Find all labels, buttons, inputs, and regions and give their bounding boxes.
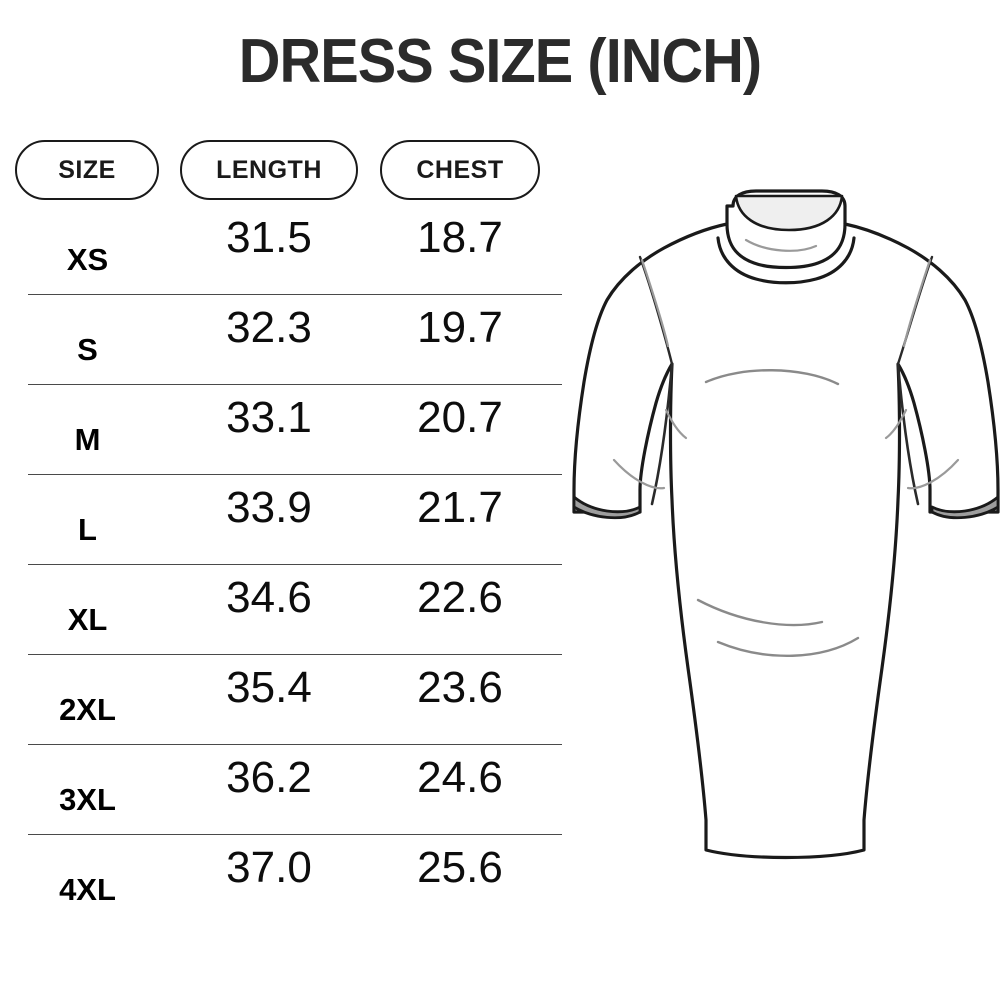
cell-size: 3XL bbox=[59, 782, 116, 817]
sleeve-fold-left bbox=[664, 408, 688, 440]
row-divider bbox=[28, 384, 562, 385]
table-header-row: SIZE LENGTH CHEST bbox=[0, 136, 575, 204]
cell-length: 33.9 bbox=[226, 483, 312, 532]
cell-length: 32.3 bbox=[226, 303, 312, 352]
cell-chest: 18.7 bbox=[417, 213, 503, 262]
cell-size: L bbox=[78, 512, 97, 547]
cell-length: 33.1 bbox=[226, 393, 312, 442]
table-row: M 33.1 20.7 bbox=[0, 384, 575, 474]
sleeve-inner-seam-left bbox=[650, 362, 674, 506]
column-header-length: LENGTH bbox=[180, 140, 358, 200]
row-divider bbox=[28, 654, 562, 655]
collar-band bbox=[716, 236, 856, 285]
table-row: XL 34.6 22.6 bbox=[0, 564, 575, 654]
row-divider bbox=[28, 564, 562, 565]
cell-chest: 20.7 bbox=[417, 393, 503, 442]
elbow-wrinkle-left bbox=[612, 458, 666, 490]
cell-chest: 25.6 bbox=[417, 843, 503, 892]
dress-illustration bbox=[570, 160, 1000, 900]
collar-fold bbox=[725, 222, 847, 270]
cell-length: 34.6 bbox=[226, 573, 312, 622]
table-row: 3XL 36.2 24.6 bbox=[0, 744, 575, 834]
row-divider bbox=[28, 744, 562, 745]
cuff-right bbox=[930, 495, 1000, 520]
table-row: 2XL 35.4 23.6 bbox=[0, 654, 575, 744]
table-row: L 33.9 21.7 bbox=[0, 474, 575, 564]
cell-length: 35.4 bbox=[226, 663, 312, 712]
cell-chest: 24.6 bbox=[417, 753, 503, 802]
cell-size: 2XL bbox=[59, 692, 116, 727]
cell-length: 36.2 bbox=[226, 753, 312, 802]
row-divider bbox=[28, 474, 562, 475]
dress-body-outline bbox=[572, 189, 1000, 860]
bust-line bbox=[704, 369, 840, 386]
cuff-left bbox=[572, 495, 642, 520]
column-header-size: SIZE bbox=[15, 140, 159, 200]
cell-size: XS bbox=[66, 242, 109, 277]
cell-size: XL bbox=[67, 602, 108, 637]
table-row: 4XL 37.0 25.6 bbox=[0, 834, 575, 924]
neck-opening bbox=[734, 194, 844, 232]
cell-chest: 19.7 bbox=[417, 303, 503, 352]
cell-chest: 22.6 bbox=[417, 573, 503, 622]
cell-size: 4XL bbox=[59, 872, 116, 907]
table-body: XS 31.5 18.7 S 32.3 19.7 M 33.1 20.7 L 3… bbox=[0, 204, 575, 924]
column-header-chest: CHEST bbox=[380, 140, 540, 200]
sleeve-fold-right bbox=[884, 408, 908, 440]
page-title: DRESS SIZE (INCH) bbox=[238, 27, 762, 96]
cell-chest: 21.7 bbox=[417, 483, 503, 532]
size-chart-table: SIZE LENGTH CHEST XS 31.5 18.7 S 32.3 19… bbox=[0, 136, 575, 926]
armhole-shading-left bbox=[640, 258, 670, 348]
table-row: S 32.3 19.7 bbox=[0, 294, 575, 384]
table-row: XS 31.5 18.7 bbox=[0, 204, 575, 294]
row-divider bbox=[28, 834, 562, 835]
elbow-wrinkle-right bbox=[906, 458, 960, 490]
row-divider bbox=[28, 294, 562, 295]
armhole-shading-right bbox=[902, 258, 932, 348]
cell-chest: 23.6 bbox=[417, 663, 503, 712]
cell-size: M bbox=[74, 422, 101, 457]
cell-length: 31.5 bbox=[226, 213, 312, 262]
hip-drape-lower bbox=[716, 636, 860, 658]
hip-drape-upper bbox=[696, 598, 824, 627]
cell-length: 37.0 bbox=[226, 843, 312, 892]
cell-size: S bbox=[77, 332, 98, 367]
collar-shading bbox=[744, 238, 818, 252]
